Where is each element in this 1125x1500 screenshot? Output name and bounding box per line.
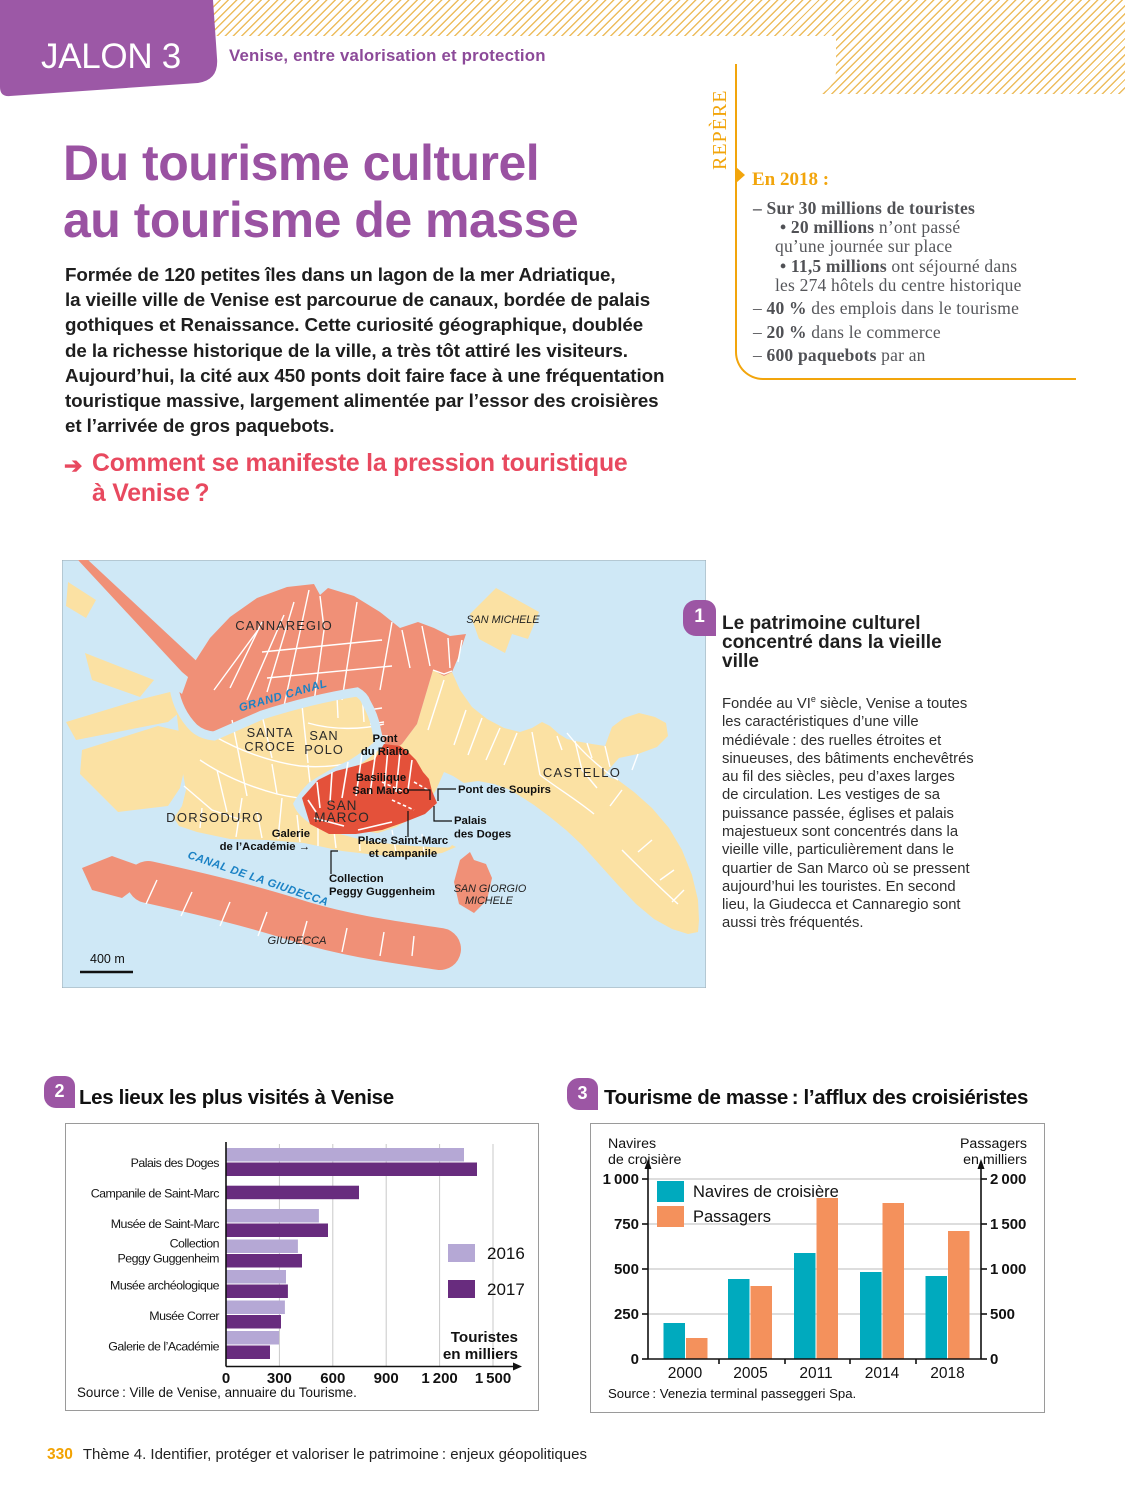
svg-text:2016: 2016 xyxy=(487,1244,525,1263)
svg-text:Passagers: Passagers xyxy=(960,1136,1027,1152)
svg-text:0: 0 xyxy=(990,1351,998,1368)
svg-text:1 500: 1 500 xyxy=(990,1216,1026,1233)
svg-text:SAN GIORGIO: SAN GIORGIO xyxy=(454,883,527,895)
svg-text:1 500: 1 500 xyxy=(475,1370,511,1387)
svg-text:Passagers: Passagers xyxy=(693,1208,771,1226)
svg-text:MARCO: MARCO xyxy=(314,810,370,825)
svg-text:Musée Correr: Musée Correr xyxy=(149,1309,219,1323)
svg-text:2018: 2018 xyxy=(930,1365,964,1382)
svg-text:Peggy Guggenheim: Peggy Guggenheim xyxy=(117,1252,219,1266)
svg-text:Basilique: Basilique xyxy=(356,772,406,784)
svg-text:SAN MICHELE: SAN MICHELE xyxy=(466,614,540,626)
svg-text:2000: 2000 xyxy=(668,1365,703,1382)
svg-text:San Marco: San Marco xyxy=(352,785,409,797)
svg-text:en milliers: en milliers xyxy=(443,1346,518,1363)
svg-text:1 000: 1 000 xyxy=(990,1261,1026,1278)
svg-text:2011: 2011 xyxy=(799,1365,832,1382)
svg-text:Palais: Palais xyxy=(454,815,487,827)
svg-text:Source : Venezia terminal pass: Source : Venezia terminal passeggeri Spa… xyxy=(608,1386,856,1401)
svg-text:2 000: 2 000 xyxy=(990,1171,1026,1188)
svg-text:Galerie de l’Académie: Galerie de l’Académie xyxy=(108,1340,219,1354)
svg-text:2014: 2014 xyxy=(865,1365,900,1382)
svg-text:300: 300 xyxy=(267,1370,292,1387)
svg-text:Collection: Collection xyxy=(170,1237,220,1251)
svg-text:Collection: Collection xyxy=(329,873,384,885)
svg-text:SAN: SAN xyxy=(309,728,338,743)
svg-text:Navires de croisière: Navires de croisière xyxy=(693,1183,839,1201)
svg-text:des Doges: des Doges xyxy=(454,829,511,841)
svg-text:Navires: Navires xyxy=(608,1136,656,1152)
svg-text:400 m: 400 m xyxy=(90,952,125,966)
svg-text:Pont des Soupirs: Pont des Soupirs xyxy=(458,784,551,796)
svg-text:SAN: SAN xyxy=(327,798,358,813)
svg-text:1 000: 1 000 xyxy=(603,1171,639,1188)
svg-text:Peggy Guggenheim: Peggy Guggenheim xyxy=(329,886,435,898)
svg-text:250: 250 xyxy=(614,1306,639,1323)
svg-text:600: 600 xyxy=(320,1370,345,1387)
svg-text:0: 0 xyxy=(222,1370,230,1387)
svg-text:DORSODURO: DORSODURO xyxy=(166,810,264,825)
svg-text:et campanile: et campanile xyxy=(369,848,437,860)
svg-text:500: 500 xyxy=(614,1261,639,1278)
svg-text:en milliers: en milliers xyxy=(963,1152,1027,1168)
svg-text:Musée archéologique: Musée archéologique xyxy=(110,1279,220,1293)
svg-text:0: 0 xyxy=(631,1351,639,1368)
svg-text:Musée de Saint-Marc: Musée de Saint-Marc xyxy=(111,1217,220,1231)
svg-text:500: 500 xyxy=(990,1306,1015,1323)
svg-text:CANNAREGIO: CANNAREGIO xyxy=(235,618,332,633)
svg-text:900: 900 xyxy=(374,1370,399,1387)
svg-text:2005: 2005 xyxy=(733,1365,767,1382)
svg-text:de l’Académie →: de l’Académie → xyxy=(220,841,310,853)
svg-text:1 200: 1 200 xyxy=(421,1370,457,1387)
svg-text:du Rialto: du Rialto xyxy=(361,746,409,758)
svg-text:GIUDECCA: GIUDECCA xyxy=(267,935,326,947)
svg-text:Campanile de Saint-Marc: Campanile de Saint-Marc xyxy=(91,1187,220,1201)
svg-text:Place Saint-Marc: Place Saint-Marc xyxy=(358,835,448,847)
svg-text:Palais des Doges: Palais des Doges xyxy=(131,1156,220,1170)
svg-text:de croisière: de croisière xyxy=(608,1152,681,1168)
svg-text:2017: 2017 xyxy=(487,1280,525,1299)
svg-text:POLO: POLO xyxy=(304,742,344,757)
svg-text:Pont: Pont xyxy=(372,733,397,745)
svg-text:CROCE: CROCE xyxy=(244,739,295,754)
svg-text:MICHELE: MICHELE xyxy=(465,895,514,907)
svg-text:750: 750 xyxy=(614,1216,639,1233)
svg-text:Galerie: Galerie xyxy=(272,828,310,840)
svg-text:SANTA: SANTA xyxy=(247,725,294,740)
svg-text:Source : Ville de Venise, annu: Source : Ville de Venise, annuaire du To… xyxy=(77,1385,357,1400)
svg-text:CASTELLO: CASTELLO xyxy=(543,765,621,780)
svg-text:Touristes: Touristes xyxy=(451,1329,518,1346)
